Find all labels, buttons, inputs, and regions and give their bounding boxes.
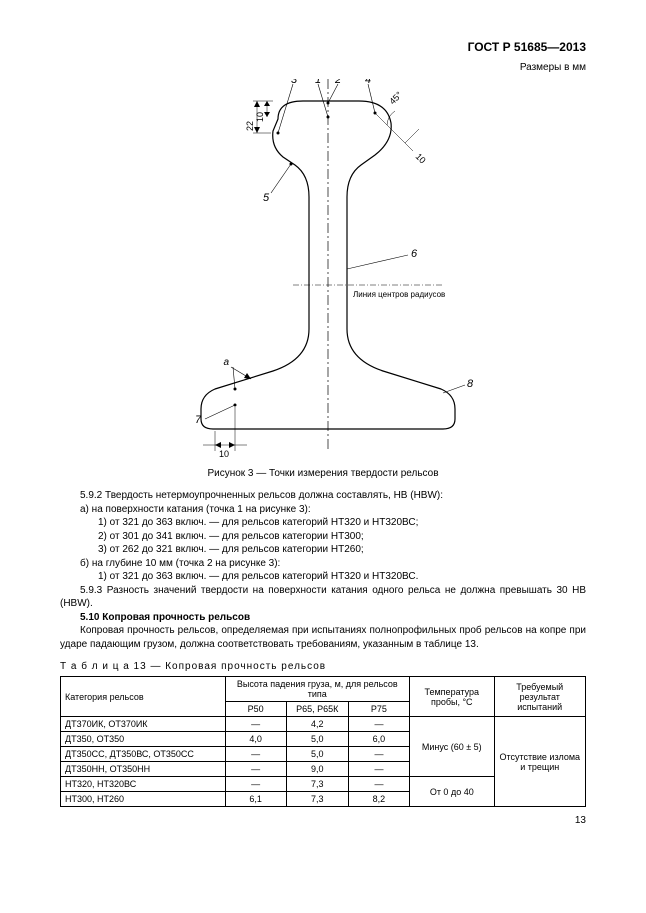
svg-text:10: 10 (414, 151, 428, 165)
figure-3: 3 1 2 4 5 22 10 45° 10 6 Линия центров р… (60, 79, 586, 462)
svg-text:5: 5 (263, 192, 270, 204)
table-13: Категория рельсов Высота падения груза, … (60, 676, 586, 807)
p-510-body: Копровая прочность рельсов, определяемая… (60, 624, 586, 651)
p-a: а) на поверхности катания (точка 1 на ри… (60, 503, 586, 517)
th-r50: Р50 (225, 702, 286, 717)
svg-text:Линия центров радиусов: Линия центров радиусов (353, 290, 445, 299)
th-r75: Р75 (348, 702, 409, 717)
td-temp1: Минус (60 ± 5) (410, 717, 494, 777)
svg-text:45°: 45° (387, 89, 404, 106)
p-a2: 2) от 301 до 341 включ. — для рельсов ка… (60, 530, 586, 544)
svg-text:8: 8 (467, 378, 474, 390)
section-510: 5.10 Копровая прочность рельсов (60, 611, 586, 625)
svg-text:4: 4 (365, 79, 371, 86)
table-row: ДТ370ИК, ОТ370ИК — 4,2 — Минус (60 ± 5) … (61, 717, 586, 732)
th-temp: Температура пробы, °С (410, 677, 494, 717)
svg-text:7: 7 (195, 414, 202, 426)
p-b: б) на глубине 10 мм (точка 2 на рисунке … (60, 557, 586, 571)
th-r65: Р65, Р65К (286, 702, 348, 717)
rail-svg: 3 1 2 4 5 22 10 45° 10 6 Линия центров р… (143, 79, 503, 459)
p-a3: 3) от 262 до 321 включ. — для рельсов ка… (60, 543, 586, 557)
svg-text:10: 10 (255, 112, 265, 122)
svg-text:1: 1 (315, 79, 321, 86)
td-temp2: От 0 до 40 (410, 777, 494, 807)
svg-text:а: а (223, 357, 229, 368)
page-number: 13 (60, 815, 586, 826)
svg-text:22: 22 (245, 121, 255, 131)
table-title: Т а б л и ц а 13 — Копровая прочность ре… (60, 661, 586, 672)
size-note: Размеры в мм (60, 62, 586, 73)
p-b1: 1) от 321 до 363 включ. — для рельсов ка… (60, 570, 586, 584)
svg-text:10: 10 (219, 449, 229, 459)
svg-text:3: 3 (291, 79, 298, 86)
p-a1: 1) от 321 до 363 включ. — для рельсов ка… (60, 516, 586, 530)
th-category: Категория рельсов (61, 677, 226, 717)
doc-header: ГОСТ Р 51685—2013 (60, 40, 586, 54)
p-592: 5.9.2 Твердость нетермоупрочненных рельс… (60, 489, 586, 503)
body-text: 5.9.2 Твердость нетермоупрочненных рельс… (60, 489, 586, 651)
td-result: Отсутствие излома и трещин (494, 717, 586, 807)
svg-text:6: 6 (411, 248, 418, 260)
figure-caption: Рисунок 3 — Точки измерения твердости ре… (60, 468, 586, 479)
p-593: 5.9.3 Разность значений твердости на пов… (60, 584, 586, 611)
th-result: Требуемый результат испытаний (494, 677, 586, 717)
th-height-group: Высота падения груза, м, для рельсов тип… (225, 677, 410, 702)
svg-text:2: 2 (334, 79, 341, 86)
